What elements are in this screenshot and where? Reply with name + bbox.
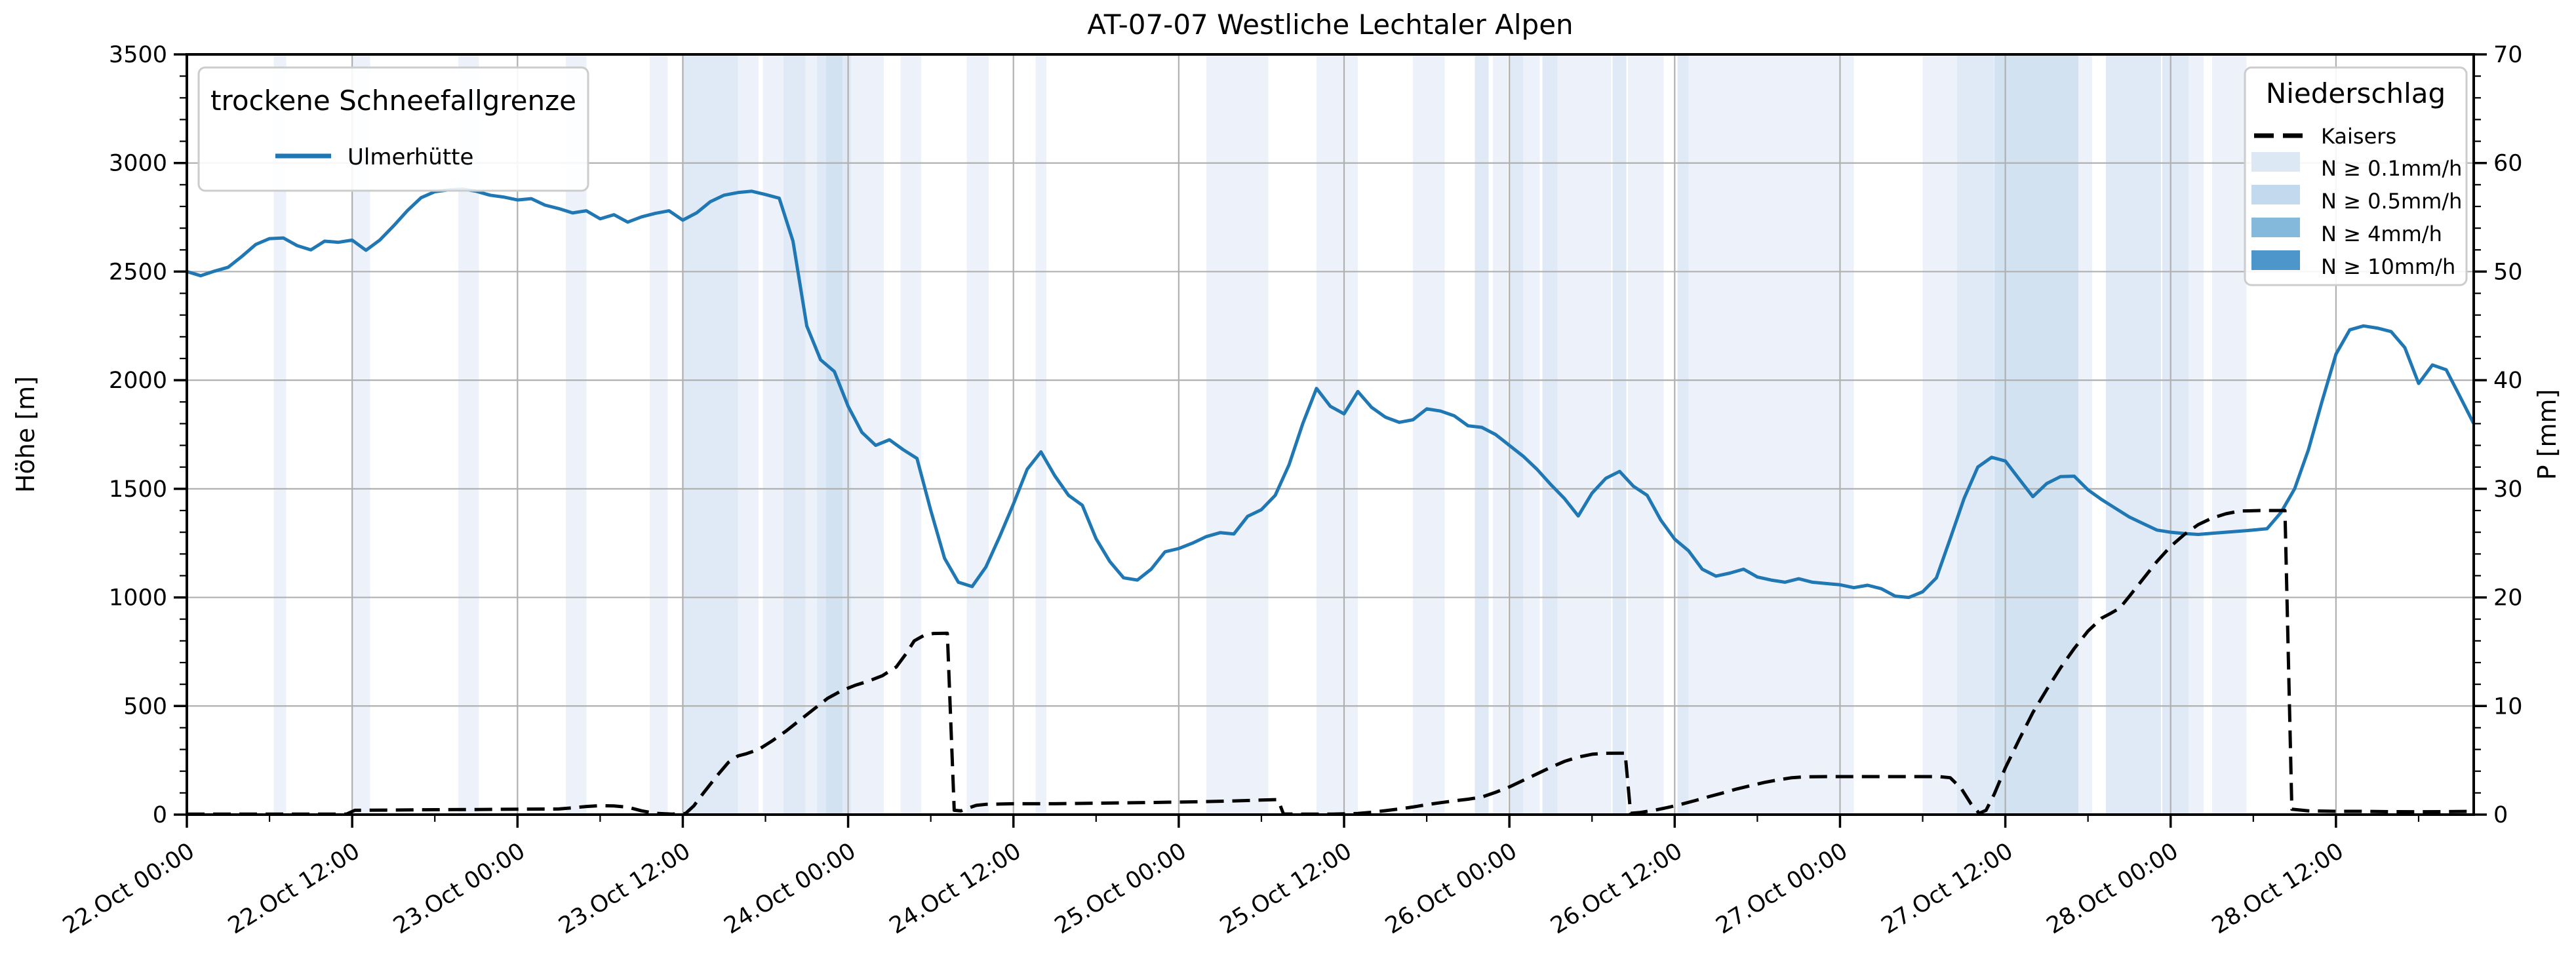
legend-snowline-title: trockene Schneefallgrenze xyxy=(210,85,576,117)
precip-bands-layer xyxy=(273,54,2247,815)
x-tick-label: 26.Oct 12:00 xyxy=(1546,838,1687,940)
x-tick-label: 25.Oct 12:00 xyxy=(1216,838,1357,940)
precip-band-0.5 xyxy=(1677,54,1689,815)
y-tick-label-right: 40 xyxy=(2493,368,2523,394)
precip-band-0.1 xyxy=(2211,54,2247,815)
legend-precipitation-title: Niederschlag xyxy=(2266,77,2446,109)
y-tick-label-right: 10 xyxy=(2493,693,2523,720)
swatch-n-4mmh xyxy=(2251,218,2300,237)
swatch-n-10mmh xyxy=(2251,250,2300,270)
legend-item-ulmerhuette: Ulmerhütte xyxy=(347,144,473,170)
precip-band-0.1 xyxy=(1413,54,1445,815)
precip-band-0.5 xyxy=(2106,54,2161,815)
chart-title: AT-07-07 Westliche Lechtaler Alpen xyxy=(1087,9,1573,41)
precip-band-0.5 xyxy=(783,54,806,815)
precip-band-0.5 xyxy=(1542,54,1558,815)
x-tick-label: 24.Oct 00:00 xyxy=(720,838,861,940)
precip-band-0.1 xyxy=(1557,54,1612,815)
plot-frame xyxy=(186,53,2475,816)
precip-band-0.1 xyxy=(1922,54,1957,815)
y-tick-label-right: 0 xyxy=(2493,802,2508,828)
legend-item-n-10mmh: N ≥ 10mm/h xyxy=(2321,254,2455,279)
precip-band-0.1 xyxy=(1627,54,1664,815)
precip-band-0.1 xyxy=(2189,54,2204,815)
y-tick-label-left: 2500 xyxy=(109,259,167,285)
x-tick-label: 28.Oct 00:00 xyxy=(2042,838,2183,940)
precip-band-4 xyxy=(1994,54,2078,815)
x-tick-label: 28.Oct 12:00 xyxy=(2208,838,2348,940)
precip-band-0.1 xyxy=(805,54,817,815)
precip-band-0.5 xyxy=(1612,54,1627,815)
y-axis-label-right: P [mm] xyxy=(2533,389,2562,480)
y-tick-label-left: 1000 xyxy=(109,585,167,611)
series-kaisers xyxy=(187,509,2474,816)
swatch-n-0.1mmh xyxy=(2251,152,2300,172)
y-axis-label-left: Höhe [m] xyxy=(11,376,40,493)
x-tick-label: 22.Oct 00:00 xyxy=(58,838,199,940)
y-tick-label-right: 20 xyxy=(2493,585,2523,611)
legend-precipitation: Niederschlag Kaisers N ≥ 0.1mm/h N ≥ 0.5… xyxy=(2244,66,2468,286)
precip-band-0.1 xyxy=(850,54,884,815)
x-tick-label: 23.Oct 00:00 xyxy=(389,838,530,940)
x-tick-label: 23.Oct 12:00 xyxy=(555,838,696,940)
legend-snowline: trockene Schneefallgrenze Ulmerhütte xyxy=(197,66,589,192)
precip-band-0.1 xyxy=(738,54,759,815)
precip-band-4 xyxy=(826,54,843,815)
legend-item-n-0.1mmh: N ≥ 0.1mm/h xyxy=(2321,156,2462,181)
y-tick-label-left: 2000 xyxy=(109,368,167,394)
x-tick-label: 27.Oct 12:00 xyxy=(1877,838,2018,940)
legend-item-n-0.5mmh: N ≥ 0.5mm/h xyxy=(2321,189,2462,214)
y-tick-label-left: 0 xyxy=(153,802,167,828)
precip-band-0.1 xyxy=(2078,54,2092,815)
swatch-n-0.5mmh xyxy=(2251,185,2300,204)
precip-band-0.1 xyxy=(1035,54,1047,815)
legend-precipitation-box xyxy=(2244,66,2468,286)
ticks-layer xyxy=(174,53,2487,828)
legend-item-n-4mmh: N ≥ 4mm/h xyxy=(2321,222,2442,246)
precip-band-0.5 xyxy=(1957,54,1994,815)
x-tick-label: 22.Oct 12:00 xyxy=(224,838,365,940)
x-tick-label: 25.Oct 00:00 xyxy=(1050,838,1191,940)
x-tick-label: 26.Oct 00:00 xyxy=(1381,838,1522,940)
y-tick-label-left: 3500 xyxy=(109,42,167,68)
series-layer xyxy=(186,187,2476,816)
x-tick-label: 24.Oct 12:00 xyxy=(885,838,1026,940)
precip-band-0.5 xyxy=(1509,54,1524,815)
y-tick-label-left: 3000 xyxy=(109,151,167,177)
precip-band-0.5 xyxy=(2162,54,2189,815)
precip-band-0.1 xyxy=(650,54,668,815)
precip-band-0.1 xyxy=(1523,54,1540,815)
precip-band-0.5 xyxy=(816,54,826,815)
precip-band-0.1 xyxy=(900,54,921,815)
precip-band-0.1 xyxy=(1688,54,1854,815)
y-tick-label-left: 1500 xyxy=(109,476,167,503)
precip-band-0.5 xyxy=(842,54,851,815)
y-tick-labels-right-layer: 0 10 20 30 40 50 60 70 xyxy=(2493,42,2523,828)
precip-band-0.1 xyxy=(1317,54,1358,815)
y-tick-label-left: 500 xyxy=(123,693,167,720)
y-tick-labels-left-layer: 0 500 1000 1500 2000 2500 3000 3500 xyxy=(109,42,167,828)
legend-item-kaisers: Kaisers xyxy=(2321,124,2396,149)
y-tick-label-right: 70 xyxy=(2493,42,2523,68)
precip-band-0.1 xyxy=(1206,54,1269,815)
y-tick-label-right: 50 xyxy=(2493,259,2523,285)
y-tick-label-right: 30 xyxy=(2493,476,2523,503)
axes-frame-layer xyxy=(186,53,2475,816)
legend-snowline-box xyxy=(197,66,589,192)
x-tick-label: 27.Oct 00:00 xyxy=(1712,838,1853,940)
precip-band-0.1 xyxy=(966,54,989,815)
y-tick-label-right: 60 xyxy=(2493,151,2523,177)
precip-band-0.5 xyxy=(1475,54,1489,815)
precip-band-0.5 xyxy=(683,54,738,815)
precip-band-0.1 xyxy=(273,54,287,815)
x-tick-labels-layer: 22.Oct 00:00 22.Oct 12:00 23.Oct 00:00 23.O… xyxy=(58,838,2348,940)
series-ulmerhütte xyxy=(186,187,2476,600)
precip-band-0.1 xyxy=(1492,54,1508,815)
precip-band-0.1 xyxy=(763,54,783,815)
